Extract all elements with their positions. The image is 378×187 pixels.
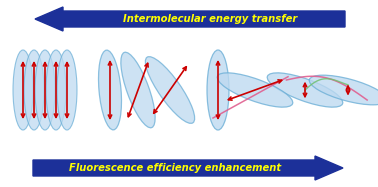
Ellipse shape [46, 50, 66, 130]
Text: Intermolecular energy transfer: Intermolecular energy transfer [123, 14, 297, 24]
FancyArrow shape [33, 156, 343, 180]
Ellipse shape [309, 75, 378, 105]
Ellipse shape [207, 50, 229, 130]
Ellipse shape [13, 50, 33, 130]
FancyArrow shape [35, 7, 345, 31]
Ellipse shape [121, 52, 155, 128]
Ellipse shape [24, 50, 44, 130]
Text: Fluorescence efficiency enhancement: Fluorescence efficiency enhancement [69, 163, 281, 173]
Ellipse shape [35, 50, 55, 130]
Ellipse shape [99, 50, 121, 130]
Ellipse shape [146, 57, 195, 123]
Ellipse shape [267, 73, 343, 107]
Ellipse shape [217, 73, 293, 107]
Ellipse shape [57, 50, 77, 130]
